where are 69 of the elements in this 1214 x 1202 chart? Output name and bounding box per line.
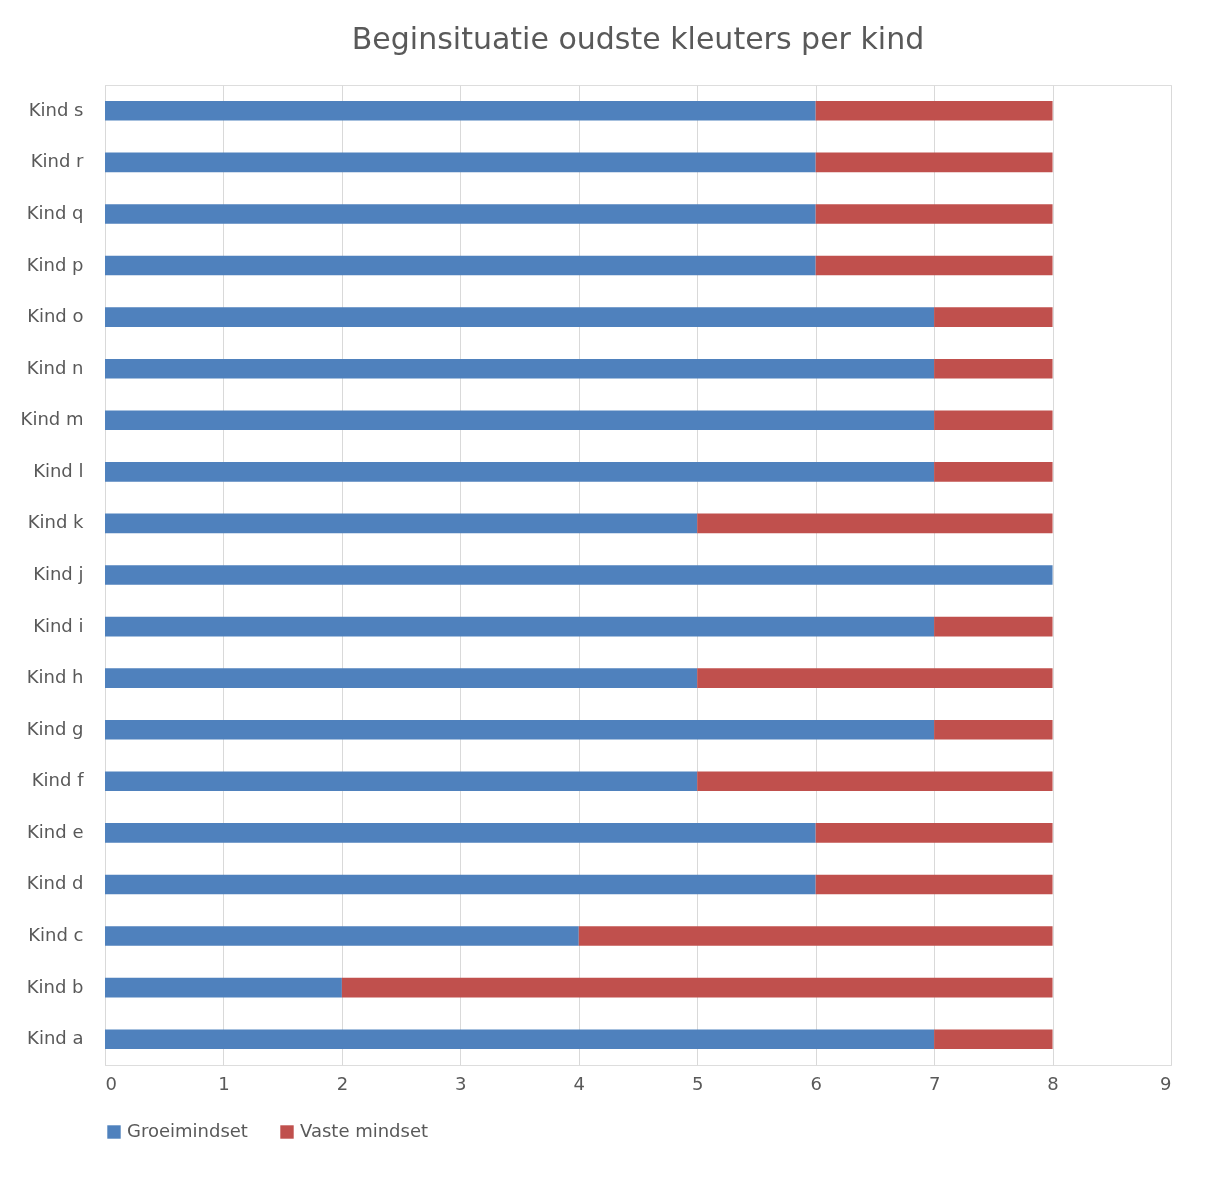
bar: [934, 307, 1053, 327]
x-tick-label: 6: [810, 1072, 822, 1094]
bar: [934, 616, 1053, 637]
bar: [105, 874, 816, 895]
y-tick-label: Kind r: [30, 150, 85, 172]
bar: [934, 1029, 1053, 1050]
y-tick-label: Kind b: [26, 975, 84, 997]
bar: [105, 307, 935, 327]
bar: [105, 152, 816, 173]
bar: [815, 823, 1053, 843]
y-tick-label: Kind o: [27, 305, 84, 327]
bar: [105, 204, 816, 224]
y-tick-label: Kind p: [26, 253, 84, 275]
bar: [105, 771, 698, 792]
y-tick-label: Kind s: [28, 98, 84, 120]
bar: [815, 874, 1053, 895]
legend-label: Vaste mindset: [300, 1120, 429, 1141]
x-tick-label: 9: [1160, 1072, 1172, 1094]
x-tick-label: 0: [105, 1072, 117, 1094]
bar: [815, 255, 1053, 276]
bar: [697, 771, 1053, 792]
y-tick-label: Kind j: [33, 563, 84, 584]
y-tick-label: Kind l: [33, 459, 84, 481]
bar: [815, 204, 1053, 224]
x-tick-label: 8: [1047, 1072, 1059, 1094]
bar: [815, 100, 1053, 121]
chart-title: Beginsituatie oudste kleuters per kind: [351, 21, 925, 56]
bar: [697, 668, 1053, 688]
y-tick-label: Kind n: [26, 356, 84, 378]
y-tick-label: Kind a: [27, 1027, 84, 1049]
bar: [105, 513, 698, 534]
bar: [815, 152, 1053, 173]
y-tick-label: Kind q: [26, 201, 84, 223]
bar: [105, 100, 816, 121]
bar: [105, 719, 935, 740]
y-tick-label: Kind i: [33, 614, 84, 636]
bar: [105, 668, 698, 688]
bar: [105, 1029, 935, 1050]
x-tick-label: 2: [336, 1072, 349, 1094]
bar: [934, 410, 1053, 431]
y-tick-label: Kind m: [20, 408, 84, 430]
bar: [105, 565, 1053, 585]
x-tick-label: 3: [455, 1072, 467, 1094]
bar: [105, 255, 816, 276]
bar: [934, 462, 1053, 482]
x-tick-label: 5: [692, 1072, 704, 1094]
bar: [105, 358, 935, 379]
bar: [105, 462, 935, 482]
bar: [697, 513, 1053, 534]
y-tick-label: Kind g: [26, 717, 84, 739]
bar: [934, 719, 1053, 740]
legend-label: Groeimindset: [127, 1120, 248, 1141]
bar: [105, 616, 935, 637]
bar: [105, 410, 935, 431]
x-tick-label: 1: [218, 1072, 230, 1094]
x-tick-label: 4: [573, 1072, 585, 1094]
x-tick-label: 7: [928, 1072, 941, 1094]
y-tick-label: Kind d: [26, 872, 84, 894]
y-tick-label: Kind c: [28, 924, 84, 946]
bar: [578, 926, 1053, 946]
bar: [341, 977, 1053, 998]
bar: [105, 977, 342, 998]
bar: [105, 823, 816, 843]
y-tick-label: Kind h: [26, 666, 84, 688]
bar: [105, 926, 579, 946]
bar: [934, 358, 1053, 379]
y-tick-label: Kind k: [27, 511, 85, 533]
y-tick-label: Kind e: [27, 820, 84, 842]
y-tick-label: Kind f: [31, 769, 85, 791]
